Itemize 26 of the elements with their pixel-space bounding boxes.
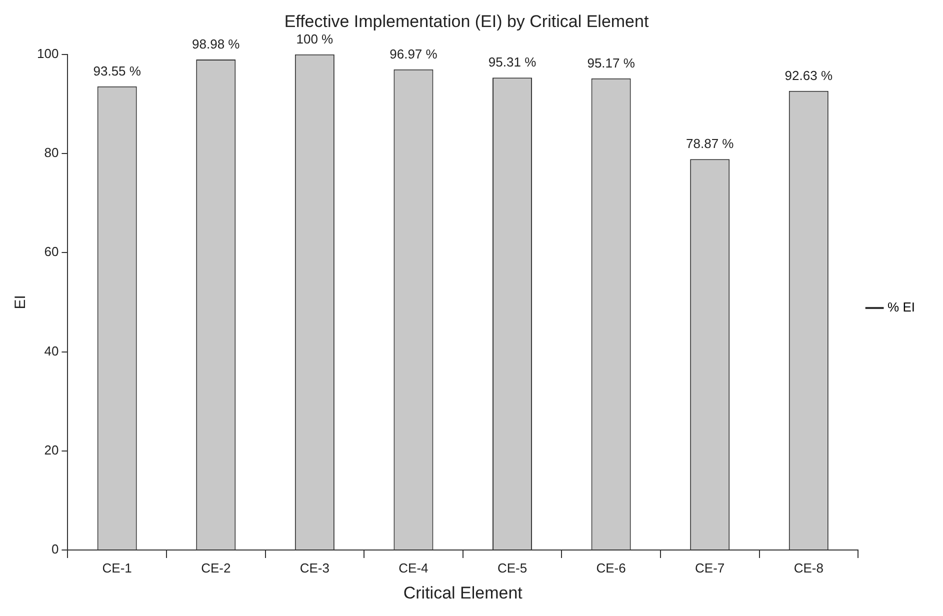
y-axis-title: EI — [12, 295, 30, 310]
text: 96.97 % — [390, 46, 438, 62]
y-tick-label: 0 — [51, 542, 59, 557]
x-tick-label: CE-1 — [102, 560, 132, 576]
y-tick-label: 20 — [44, 442, 59, 458]
y-tick-label: 100 — [36, 46, 59, 61]
chart-title: Effective Implementation (EI) by Critical Element — [284, 12, 649, 31]
y-tick-label: 60 — [44, 244, 59, 260]
x-tick-label: CE-2 — [201, 560, 231, 576]
text: 78.87 % — [686, 136, 734, 152]
x-tick-label: CE-7 — [695, 560, 725, 576]
x-tick-label: CE-3 — [300, 560, 330, 576]
text: 100 % — [296, 31, 334, 46]
text: 92.63 % — [784, 68, 832, 84]
text: 95.31 % — [488, 54, 536, 70]
text: % EI — [888, 300, 916, 315]
x-axis-title: Critical Element — [403, 583, 523, 602]
text: 95.17 % — [587, 55, 635, 70]
y-tick-label: 80 — [44, 145, 59, 160]
text: 93.55 % — [93, 63, 141, 78]
x-tick-label: CE-8 — [794, 560, 824, 576]
x-tick-label: CE-6 — [596, 560, 626, 576]
x-tick-label: CE-4 — [398, 560, 428, 576]
x-tick-label: CE-5 — [497, 560, 528, 576]
y-tick-label: 40 — [44, 343, 59, 358]
text: 98.98 % — [192, 36, 240, 52]
